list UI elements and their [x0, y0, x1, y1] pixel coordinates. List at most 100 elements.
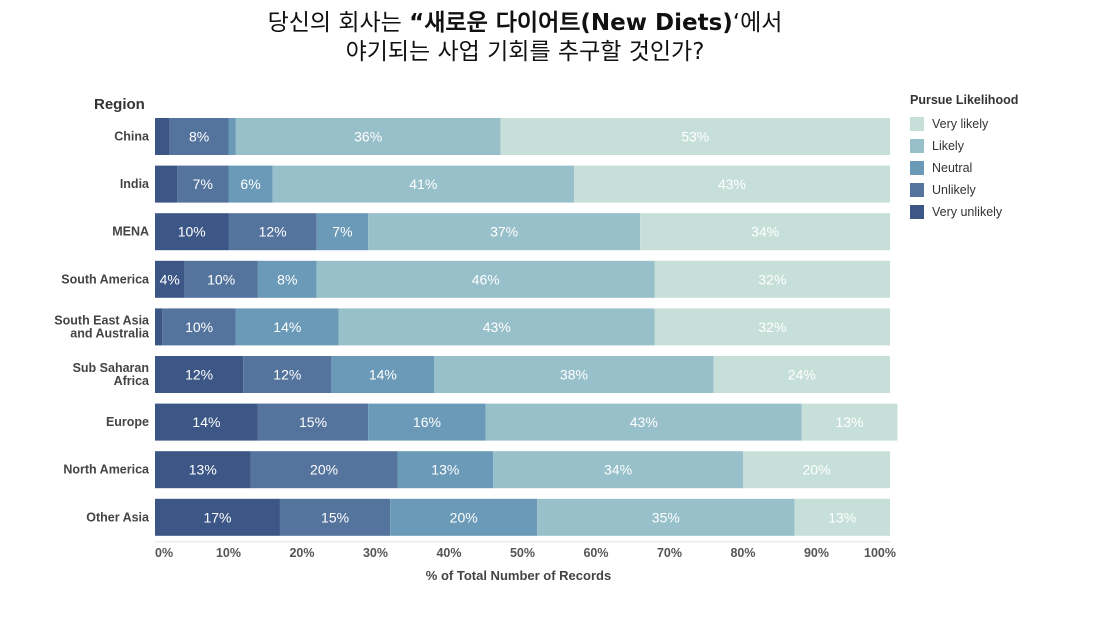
bar-segment: [485, 403, 802, 441]
bar-segment: [257, 403, 369, 441]
bar-segment: [743, 451, 890, 489]
bar-segment: [228, 165, 273, 203]
bar-segment: [338, 308, 655, 346]
data-label: 13%: [828, 509, 856, 525]
x-tick-label: 40%: [436, 546, 461, 560]
data-label: 38%: [560, 367, 588, 383]
data-label: 10%: [185, 319, 213, 335]
bar-segment: [155, 118, 170, 155]
data-label: 14%: [273, 319, 301, 335]
title-bold: “새로운 다이어트(New Diets): [409, 10, 733, 36]
bar-segment: [162, 308, 236, 346]
data-label: 43%: [483, 319, 511, 335]
data-label: 20%: [802, 462, 830, 478]
data-label: 12%: [185, 367, 213, 383]
legend-label: Likely: [932, 139, 964, 153]
category-label: South East Asia and Australia: [54, 313, 150, 340]
x-tick-label: 100%: [864, 546, 896, 560]
data-label: 10%: [178, 224, 206, 240]
data-label: 14%: [192, 414, 220, 430]
data-label: 6%: [240, 176, 260, 192]
x-tick-label: 60%: [583, 546, 608, 560]
legend-swatch: [910, 161, 924, 175]
legend: Pursue Likelihood Very likely Likely Neutr…: [910, 93, 1018, 223]
bar-segment: [640, 213, 890, 251]
data-label: 12%: [259, 224, 287, 240]
bar-segment: [390, 498, 538, 536]
bar-segment: [331, 356, 435, 393]
bar-segment: [243, 356, 332, 393]
legend-swatch: [910, 205, 924, 219]
bar-segment: [155, 451, 251, 489]
legend-item: Very likely: [910, 113, 1018, 135]
data-label: 34%: [604, 462, 632, 478]
bar-segment: [500, 118, 890, 155]
data-label: 41%: [409, 176, 437, 192]
chart-title: 당신의 회사는 “새로운 다이어트(New Diets)‘에서 야기되는 사업 …: [0, 9, 1050, 67]
legend-item: Likely: [910, 135, 1018, 157]
x-tick-label: 80%: [730, 546, 755, 560]
bar-segment: [316, 213, 369, 251]
x-tick-label: 70%: [657, 546, 682, 560]
category-label: Other Asia: [86, 510, 150, 524]
legend-label: Neutral: [932, 161, 973, 175]
legend-items: Very likely Likely Neutral Unlikely Very unl…: [910, 113, 1018, 223]
bar-segment: [493, 451, 743, 489]
bar-segment: [316, 260, 655, 298]
data-label: 15%: [299, 414, 327, 430]
data-label: 10%: [207, 271, 235, 287]
y-axis-title: Region: [94, 96, 145, 113]
legend-item: Unlikely: [910, 179, 1018, 201]
bar-segment: [272, 165, 574, 203]
bar-segment: [235, 118, 501, 155]
bar-segment: [537, 498, 795, 536]
data-label: 36%: [354, 129, 382, 145]
data-label: 13%: [189, 462, 217, 478]
data-label: 14%: [369, 367, 397, 383]
bar-segment: [228, 213, 317, 251]
bar-segment: [155, 356, 244, 393]
category-label: North America: [63, 463, 150, 477]
bar-segment: [397, 451, 494, 489]
bar-segment: [228, 118, 236, 155]
x-tick-label: 10%: [216, 546, 241, 560]
bar-segment: [177, 165, 229, 203]
bar-segment: [368, 213, 641, 251]
bar-segment: [434, 356, 714, 393]
data-label: 46%: [472, 271, 500, 287]
title-line-1: 당신의 회사는 “새로운 다이어트(New Diets)‘에서: [0, 9, 1050, 38]
legend-swatch: [910, 139, 924, 153]
x-tick-label: 30%: [363, 546, 388, 560]
data-label: 53%: [681, 129, 709, 145]
bar-segment: [155, 260, 185, 298]
category-label: China: [114, 130, 150, 144]
legend-label: Very likely: [932, 117, 989, 131]
category-label: Sub Saharan Africa: [73, 361, 150, 388]
legend-title: Pursue Likelihood: [910, 93, 1019, 107]
legend-item: Neutral: [910, 157, 1018, 179]
x-tick-label: 90%: [804, 546, 829, 560]
data-label: 4%: [160, 271, 180, 287]
data-label: 24%: [788, 367, 816, 383]
bar-segment: [279, 498, 391, 536]
bar-segment: [169, 118, 229, 155]
data-label: 7%: [193, 176, 213, 192]
legend-item: Very unlikely: [910, 201, 1018, 223]
data-label: 13%: [836, 414, 864, 430]
category-label: MENA: [112, 225, 149, 239]
data-label: 20%: [310, 462, 338, 478]
legend-swatch: [910, 117, 924, 131]
bar-segment: [155, 165, 178, 203]
bar-segment: [155, 403, 258, 441]
data-label: 12%: [273, 367, 301, 383]
data-label: 35%: [652, 509, 680, 525]
legend-label: Unlikely: [932, 183, 976, 197]
legend-label: Very unlikely: [932, 205, 1003, 219]
title-post: ‘에서: [732, 10, 783, 36]
bar-segment: [801, 403, 898, 441]
bar-segment: [155, 498, 280, 536]
bar-segment: [654, 308, 890, 346]
bar-segment: [250, 451, 398, 489]
bar-segment: [794, 498, 890, 536]
